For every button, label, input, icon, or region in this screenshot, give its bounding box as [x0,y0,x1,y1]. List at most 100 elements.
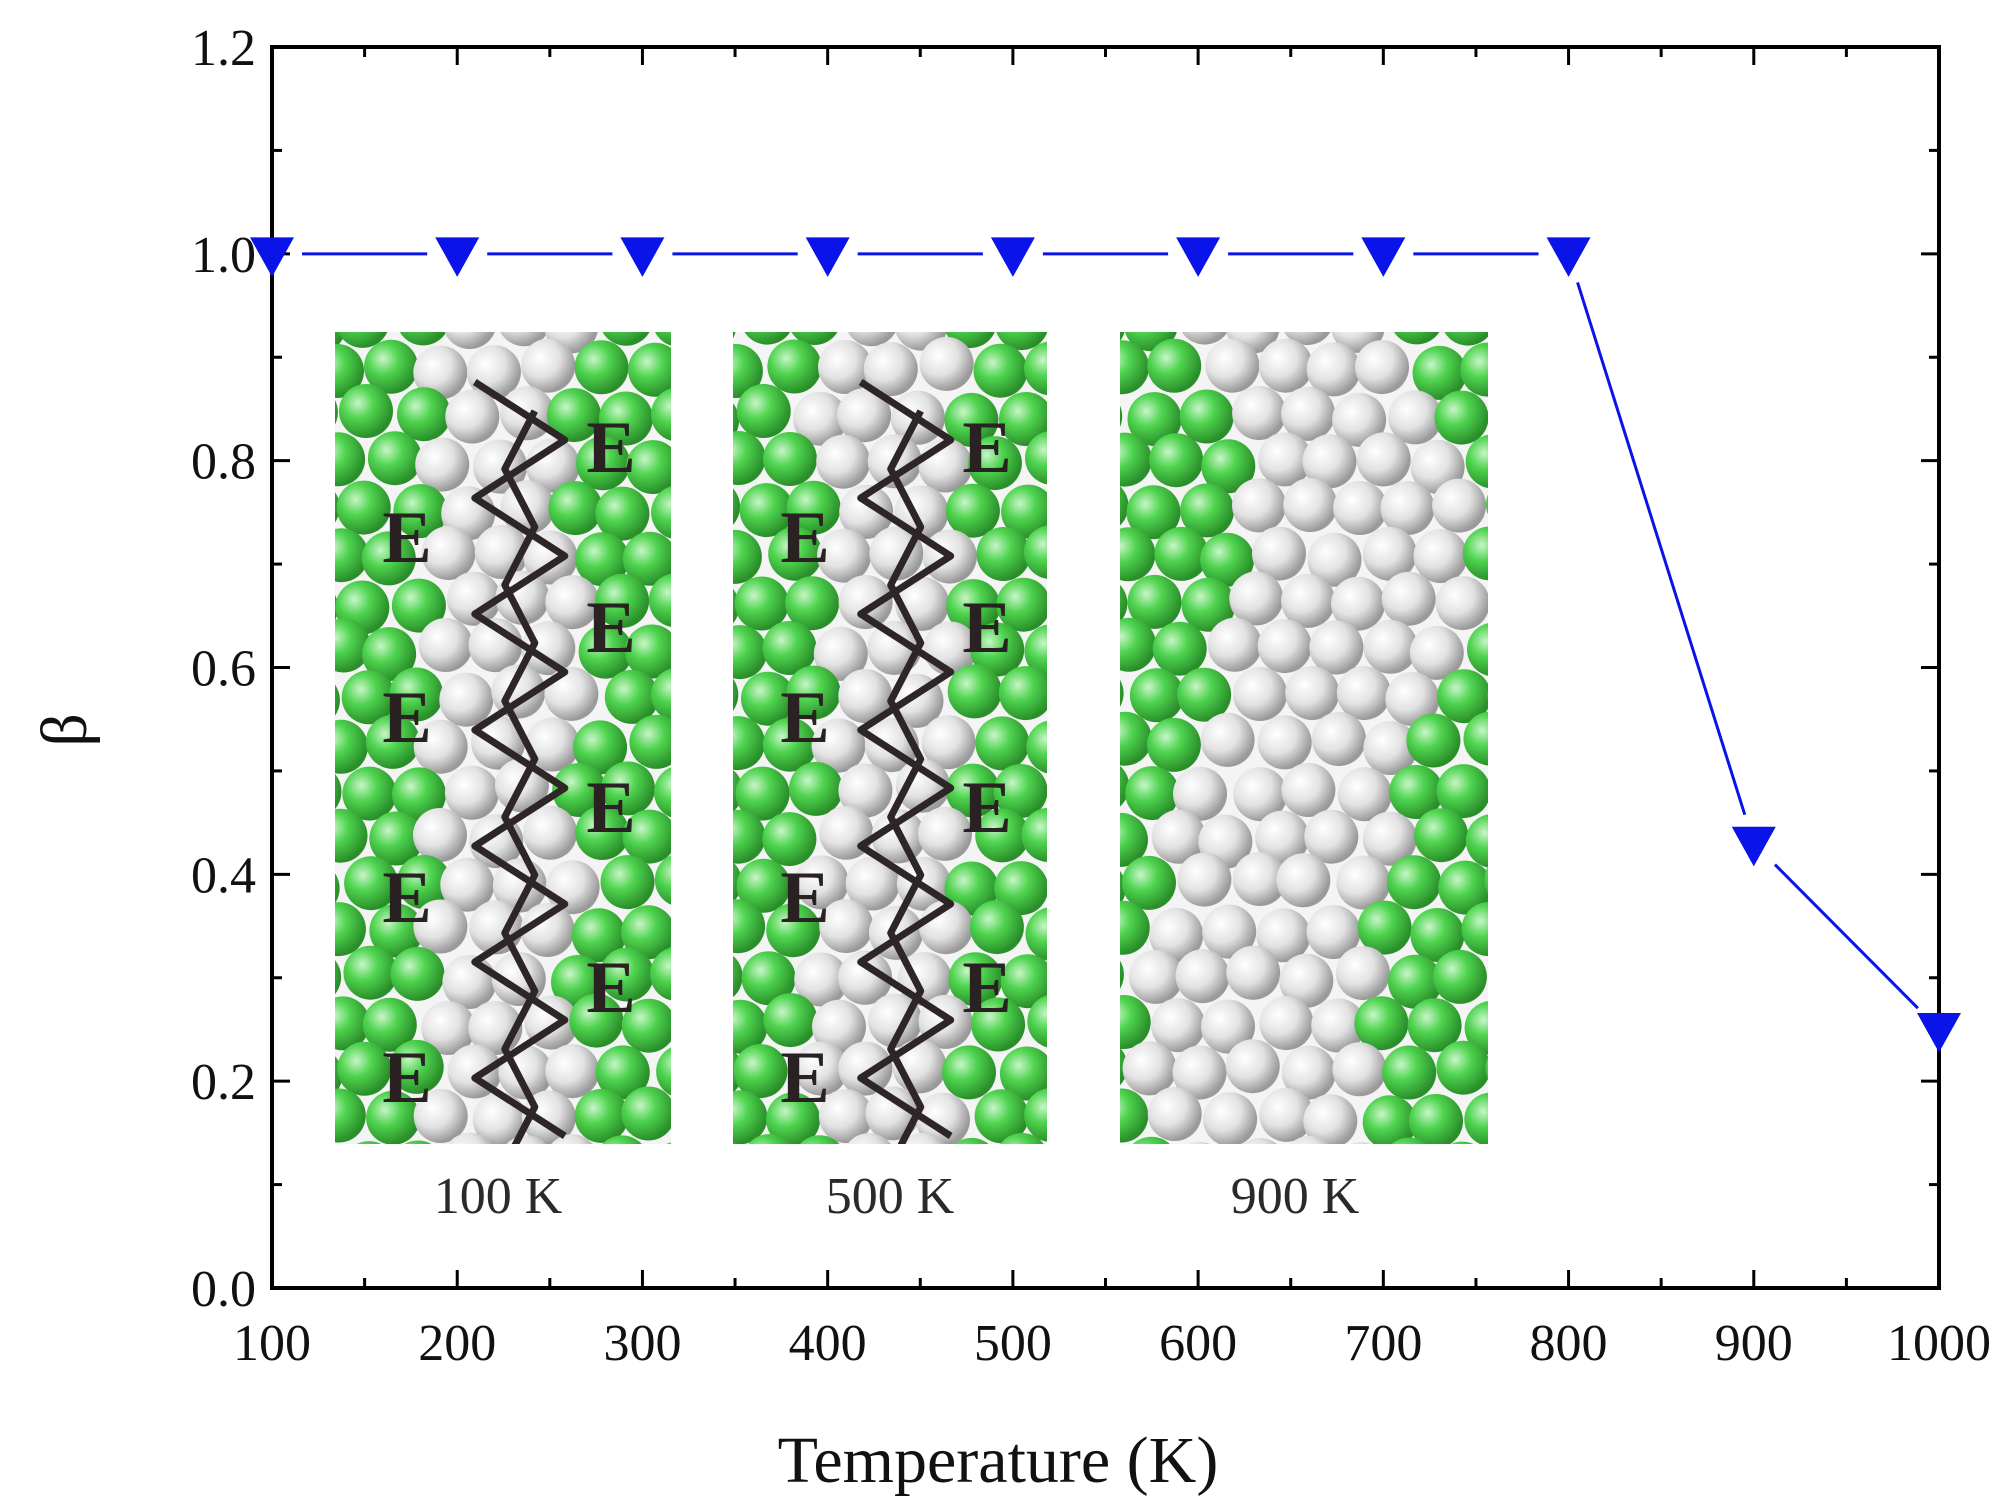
atom-green [1494,953,1548,1007]
atom-white [1258,432,1313,487]
atom-green [788,761,843,816]
atom-green [733,955,743,998]
atom-white [794,1041,849,1096]
atom-green [335,996,370,1051]
atom-white [1175,949,1230,1004]
atom-green [1024,1088,1047,1142]
atom-green [733,488,741,525]
atom-white [794,952,849,1007]
atom-green [548,481,603,536]
atom-white [1172,1045,1227,1100]
atom-green [1146,717,1201,772]
atom-green [338,332,388,348]
atom-green [734,576,789,631]
atom-green [335,873,340,904]
atom-green [762,621,817,675]
atom-white [500,332,549,347]
atom-green [335,808,368,863]
atom-green [1120,679,1124,707]
atom-green [1432,949,1487,1004]
atom-green [595,486,650,541]
data-point-marker [1176,237,1221,277]
x-tick-label: 700 [1344,1315,1422,1372]
atom-green [1180,483,1235,538]
atom-white [1306,905,1361,960]
atom-white [818,340,872,394]
atom-white [1276,853,1331,908]
atom-green [1391,1137,1427,1144]
x-axis-title: Temperature (K) [778,1424,1219,1497]
atom-white [1225,1039,1280,1094]
atom-green [1120,1088,1149,1143]
atom-white [545,575,600,630]
atom-white [869,526,924,581]
atom-green [733,1140,736,1144]
series-layer [250,237,1961,1053]
data-point-marker [620,237,665,277]
atom-green [739,483,794,538]
atom-white [418,618,473,672]
atom-white [1149,907,1204,962]
atom-green [654,767,671,818]
data-point-marker [1546,237,1591,277]
atom-green [1357,900,1412,955]
structure-outline [471,379,569,1139]
atom-green [602,1135,642,1144]
atom-white [1303,1094,1358,1144]
atom-green [336,480,391,535]
atom-green [391,578,446,633]
atom-green [389,1039,444,1094]
atom-white [421,526,476,581]
atom-white [1350,1142,1371,1144]
atom-green [944,861,999,916]
atom-white [413,899,468,954]
atom-green [1464,1001,1488,1055]
data-point-marker [435,237,480,277]
atom-green [356,1141,382,1144]
atom-green [993,764,1047,818]
inset-caption: 100 K [434,1168,563,1225]
atom-green [1382,1045,1437,1100]
atom-green [650,668,671,721]
atom-white [901,1132,945,1144]
atom-white [1281,1045,1336,1100]
atom-white [1380,481,1435,536]
atom-white [1233,667,1288,721]
atom-green [1001,484,1047,539]
atom-white [1284,332,1331,346]
atom-white [1202,904,1257,959]
atom-white [1259,996,1314,1051]
atom-white [1188,1141,1210,1144]
atom-green [1467,623,1488,676]
atom-green [971,997,1026,1052]
atom-green [766,1092,821,1144]
atom-green [569,993,624,1048]
atom-white [1285,666,1340,720]
atom-green [575,806,630,860]
atom-green [599,947,654,1002]
inset-e-label: E [962,947,1011,1029]
atom-white [523,805,578,860]
atom-green [1200,532,1255,587]
atom-green [602,332,650,346]
atom-green [1489,393,1543,447]
x-tick-label: 900 [1715,1315,1793,1372]
x-tick-label: 400 [789,1315,867,1372]
atom-green [944,392,999,447]
atom-green [1120,1047,1128,1086]
atom-green [1120,617,1157,672]
atom-green [736,858,791,913]
y-axis-title: β [28,713,101,747]
atom-green [1129,668,1184,723]
atom-white [1435,576,1488,631]
atom-white [1151,809,1206,864]
atom-green [799,1135,840,1144]
atom-green [335,1088,366,1143]
atom-green [762,812,817,867]
atom-green [1436,1040,1488,1095]
atom-green [1120,584,1128,622]
atom-green [1122,855,1176,910]
atom-green [733,809,766,864]
atom-green [1465,814,1488,868]
atom-green [945,763,1000,818]
